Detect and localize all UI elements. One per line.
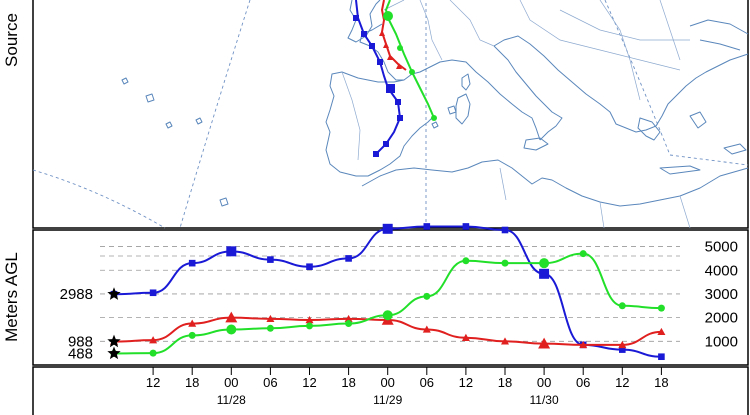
- data-point: [226, 324, 237, 335]
- data-point: [618, 302, 626, 310]
- y-tick-label: 5000: [705, 239, 738, 256]
- start-star-icon: [107, 334, 121, 348]
- y-tick-label: 2000: [705, 310, 738, 327]
- series-circle: [110, 250, 665, 357]
- data-point: [149, 336, 158, 344]
- x-tick-label: 00: [380, 375, 394, 390]
- data-point: [306, 322, 313, 330]
- data-point: [226, 246, 237, 257]
- map-side-label: Source: [2, 13, 21, 67]
- chart-series: [110, 223, 666, 361]
- date-label: 11/29: [373, 393, 402, 407]
- x-tick-label: 06: [420, 375, 434, 390]
- time-axis: 12 18 00 06 12 18 00 06 12 18 00 06 12 18 11/28 11/29 1…: [32, 366, 749, 415]
- x-tick-label: 18: [185, 375, 199, 390]
- data-point: [305, 316, 314, 324]
- start-height-label: 488: [68, 345, 93, 362]
- y-tick-label: 4000: [705, 262, 738, 279]
- data-point: [345, 255, 352, 262]
- data-point: [501, 226, 509, 234]
- data-point: [539, 258, 550, 269]
- x-tick-label: 18: [498, 375, 512, 390]
- date-labels: 11/28 11/29 11/30: [217, 393, 559, 407]
- data-point: [501, 337, 509, 345]
- x-tick-label: 12: [459, 375, 473, 390]
- data-point: [422, 325, 431, 333]
- x-tick-label: 12: [146, 375, 160, 390]
- data-point: [344, 314, 353, 323]
- data-point: [149, 349, 157, 357]
- data-point: [267, 256, 274, 263]
- y-tick-labels: 1000 2000 3000 4000 5000: [705, 239, 738, 351]
- start-star-icon: [107, 287, 121, 300]
- map-coastlines: [121, 0, 749, 207]
- data-point: [579, 340, 588, 349]
- data-point: [266, 324, 274, 332]
- start-height-label: 2988: [60, 286, 93, 303]
- series-square: [110, 223, 665, 361]
- data-point: [462, 223, 470, 230]
- x-tick-label: 06: [576, 375, 590, 390]
- map-trajectory-blue: [353, 0, 403, 157]
- y-axis-title: Meters AGL: [2, 252, 21, 342]
- x-tick-label: 18: [341, 375, 355, 390]
- y-tick-label: 1000: [705, 333, 738, 350]
- x-tick-label: 18: [654, 375, 668, 390]
- data-point: [345, 320, 353, 328]
- data-point: [619, 346, 626, 353]
- height-chart: Meters AGL 1000 2000 3000 4000 5000 2988 9884…: [2, 223, 749, 366]
- data-point: [149, 289, 157, 297]
- data-point: [657, 327, 666, 336]
- start-height-label: 988: [68, 334, 93, 351]
- data-point: [461, 333, 470, 341]
- data-point: [188, 259, 196, 267]
- x-tick-label: 12: [302, 375, 316, 390]
- date-label: 11/28: [217, 393, 246, 407]
- y-tick-label: 3000: [705, 286, 738, 303]
- x-tick-label: 00: [537, 375, 551, 390]
- data-point: [382, 310, 393, 321]
- map-projection-lines: [32, 0, 749, 229]
- x-tick-label: 00: [224, 375, 238, 390]
- date-label: 11/30: [530, 393, 559, 407]
- map-trajectory-green: [383, 0, 437, 121]
- data-point: [462, 257, 470, 265]
- data-point: [538, 337, 551, 349]
- map-panel: Source: [2, 0, 749, 229]
- map-trajectory-red: [379, 0, 407, 71]
- data-point: [423, 292, 431, 300]
- data-point: [618, 340, 627, 349]
- data-point: [539, 268, 550, 279]
- data-point: [657, 304, 665, 312]
- data-point: [658, 353, 665, 361]
- data-point: [501, 259, 509, 267]
- data-point: [579, 250, 587, 258]
- start-star-icon: [107, 346, 121, 360]
- x-tick-label: 06: [263, 375, 277, 390]
- data-point: [306, 263, 313, 271]
- x-tick-label: 12: [615, 375, 629, 390]
- data-point: [225, 311, 238, 323]
- data-point: [382, 223, 393, 234]
- x-tick-labels: 12 18 00 06 12 18 00 06 12 18 00 06 12 18: [146, 367, 669, 390]
- data-point: [423, 223, 431, 230]
- data-point: [266, 314, 275, 323]
- data-point: [188, 331, 196, 339]
- data-point: [188, 319, 197, 327]
